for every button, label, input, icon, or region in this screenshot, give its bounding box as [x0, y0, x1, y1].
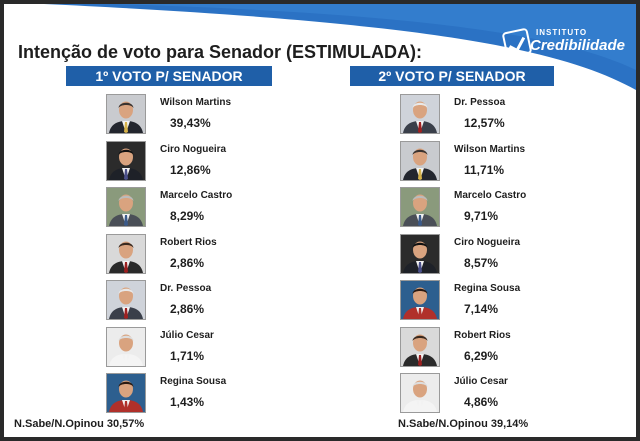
candidate-name: Dr. Pessoa: [454, 97, 506, 108]
candidate-percent: 2,86%: [170, 255, 205, 270]
second-vote-undecided: N.Sabe/N.Opinou 39,14%: [398, 418, 529, 430]
candidate-name: Ciro Nogueira: [160, 143, 227, 155]
candidate-percent: 8,57%: [464, 255, 499, 270]
candidate-name: Wilson Martins: [454, 143, 526, 155]
candidate-photo: [400, 187, 440, 227]
candidate-percent: 4,86%: [464, 395, 499, 409]
candidate-percent: 7,14%: [464, 302, 499, 316]
candidate-name: Júlio Cesar: [454, 376, 508, 387]
second-vote-candidate-julio-cesar: Júlio Cesar 4,86%: [400, 373, 636, 417]
logo-top-text: INSTITUTO: [536, 28, 588, 37]
candidate-percent: 2,86%: [170, 302, 205, 316]
header-swoosh: [44, 4, 636, 90]
candidate-photo: [400, 280, 440, 320]
candidate-photo: [400, 373, 440, 413]
second-vote-candidate-wilson-martins: Wilson Martins 11,71%: [400, 140, 636, 185]
logo-main-text: Credibilidade: [530, 37, 626, 54]
institute-logo: INSTITUTO Credibilidade: [501, 26, 625, 62]
second-vote-candidate-robert-rios: Robert Rios 6,29%: [400, 326, 636, 371]
candidate-photo: [106, 326, 146, 367]
candidate-name: Marcelo Castro: [454, 190, 527, 201]
candidate-name: Júlio Cesar: [160, 329, 214, 341]
candidate-photo: [400, 140, 440, 181]
first-vote-candidate-dr-pessoa: Dr. Pessoa 2,86%: [106, 280, 366, 324]
candidate-photo: [106, 233, 146, 274]
checkmark-icon: [501, 27, 533, 59]
first-vote-candidate-ciro-nogueira: Ciro Nogueira 12,86%: [106, 140, 366, 185]
second-vote-candidate-dr-pessoa: Dr. Pessoa 12,57%: [400, 94, 636, 138]
candidate-percent: 8,29%: [170, 209, 205, 223]
candidate-name: Ciro Nogueira: [454, 236, 521, 248]
candidate-photo: [400, 94, 440, 134]
candidate-percent: 6,29%: [464, 348, 499, 363]
first-vote-candidate-marcelo-castro: Marcelo Castro 8,29%: [106, 187, 366, 231]
candidate-percent: 12,57%: [464, 116, 505, 130]
candidate-photo: [106, 280, 146, 320]
candidate-photo: [106, 373, 146, 413]
second-vote-header: 2º VOTO P/ SENADOR: [350, 66, 554, 86]
candidate-percent: 1,71%: [170, 348, 205, 363]
candidate-name: Wilson Martins: [160, 97, 232, 108]
candidate-photo: [106, 94, 146, 134]
first-vote-candidate-julio-cesar: Júlio Cesar 1,71%: [106, 326, 366, 371]
candidate-name: Robert Rios: [454, 329, 511, 341]
candidate-name: Robert Rios: [160, 236, 217, 248]
candidate-photo: [106, 140, 146, 181]
first-vote-undecided: N.Sabe/N.Opinou 30,57%: [14, 418, 145, 430]
first-vote-candidate-robert-rios: Robert Rios 2,86%: [106, 233, 366, 278]
candidate-percent: 9,71%: [464, 209, 499, 223]
first-vote-candidate-wilson-martins: Wilson Martins 39,43%: [106, 94, 366, 138]
page-title: Intenção de voto para Senador (ESTIMULAD…: [18, 42, 423, 62]
first-vote-header: 1º VOTO P/ SENADOR: [66, 66, 272, 86]
slide: INSTITUTO Credibilidade Intenção de voto…: [4, 4, 636, 437]
candidate-percent: 1,43%: [170, 395, 205, 409]
candidate-photo: [106, 187, 146, 227]
candidate-name: Regina Sousa: [160, 376, 227, 387]
candidate-percent: 11,71%: [464, 162, 505, 177]
candidate-name: Regina Sousa: [454, 283, 521, 294]
second-vote-candidate-regina-sousa: Regina Sousa 7,14%: [400, 280, 636, 324]
second-vote-candidate-ciro-nogueira: Ciro Nogueira 8,57%: [400, 233, 636, 278]
candidate-photo: [400, 326, 440, 367]
candidate-percent: 12,86%: [170, 162, 211, 177]
candidate-name: Dr. Pessoa: [160, 283, 212, 294]
candidate-photo: [400, 233, 440, 274]
first-vote-candidate-regina-sousa: Regina Sousa 1,43%: [106, 373, 366, 417]
candidate-percent: 39,43%: [170, 116, 211, 130]
candidate-name: Marcelo Castro: [160, 190, 233, 201]
second-vote-candidate-marcelo-castro: Marcelo Castro 9,71%: [400, 187, 636, 231]
